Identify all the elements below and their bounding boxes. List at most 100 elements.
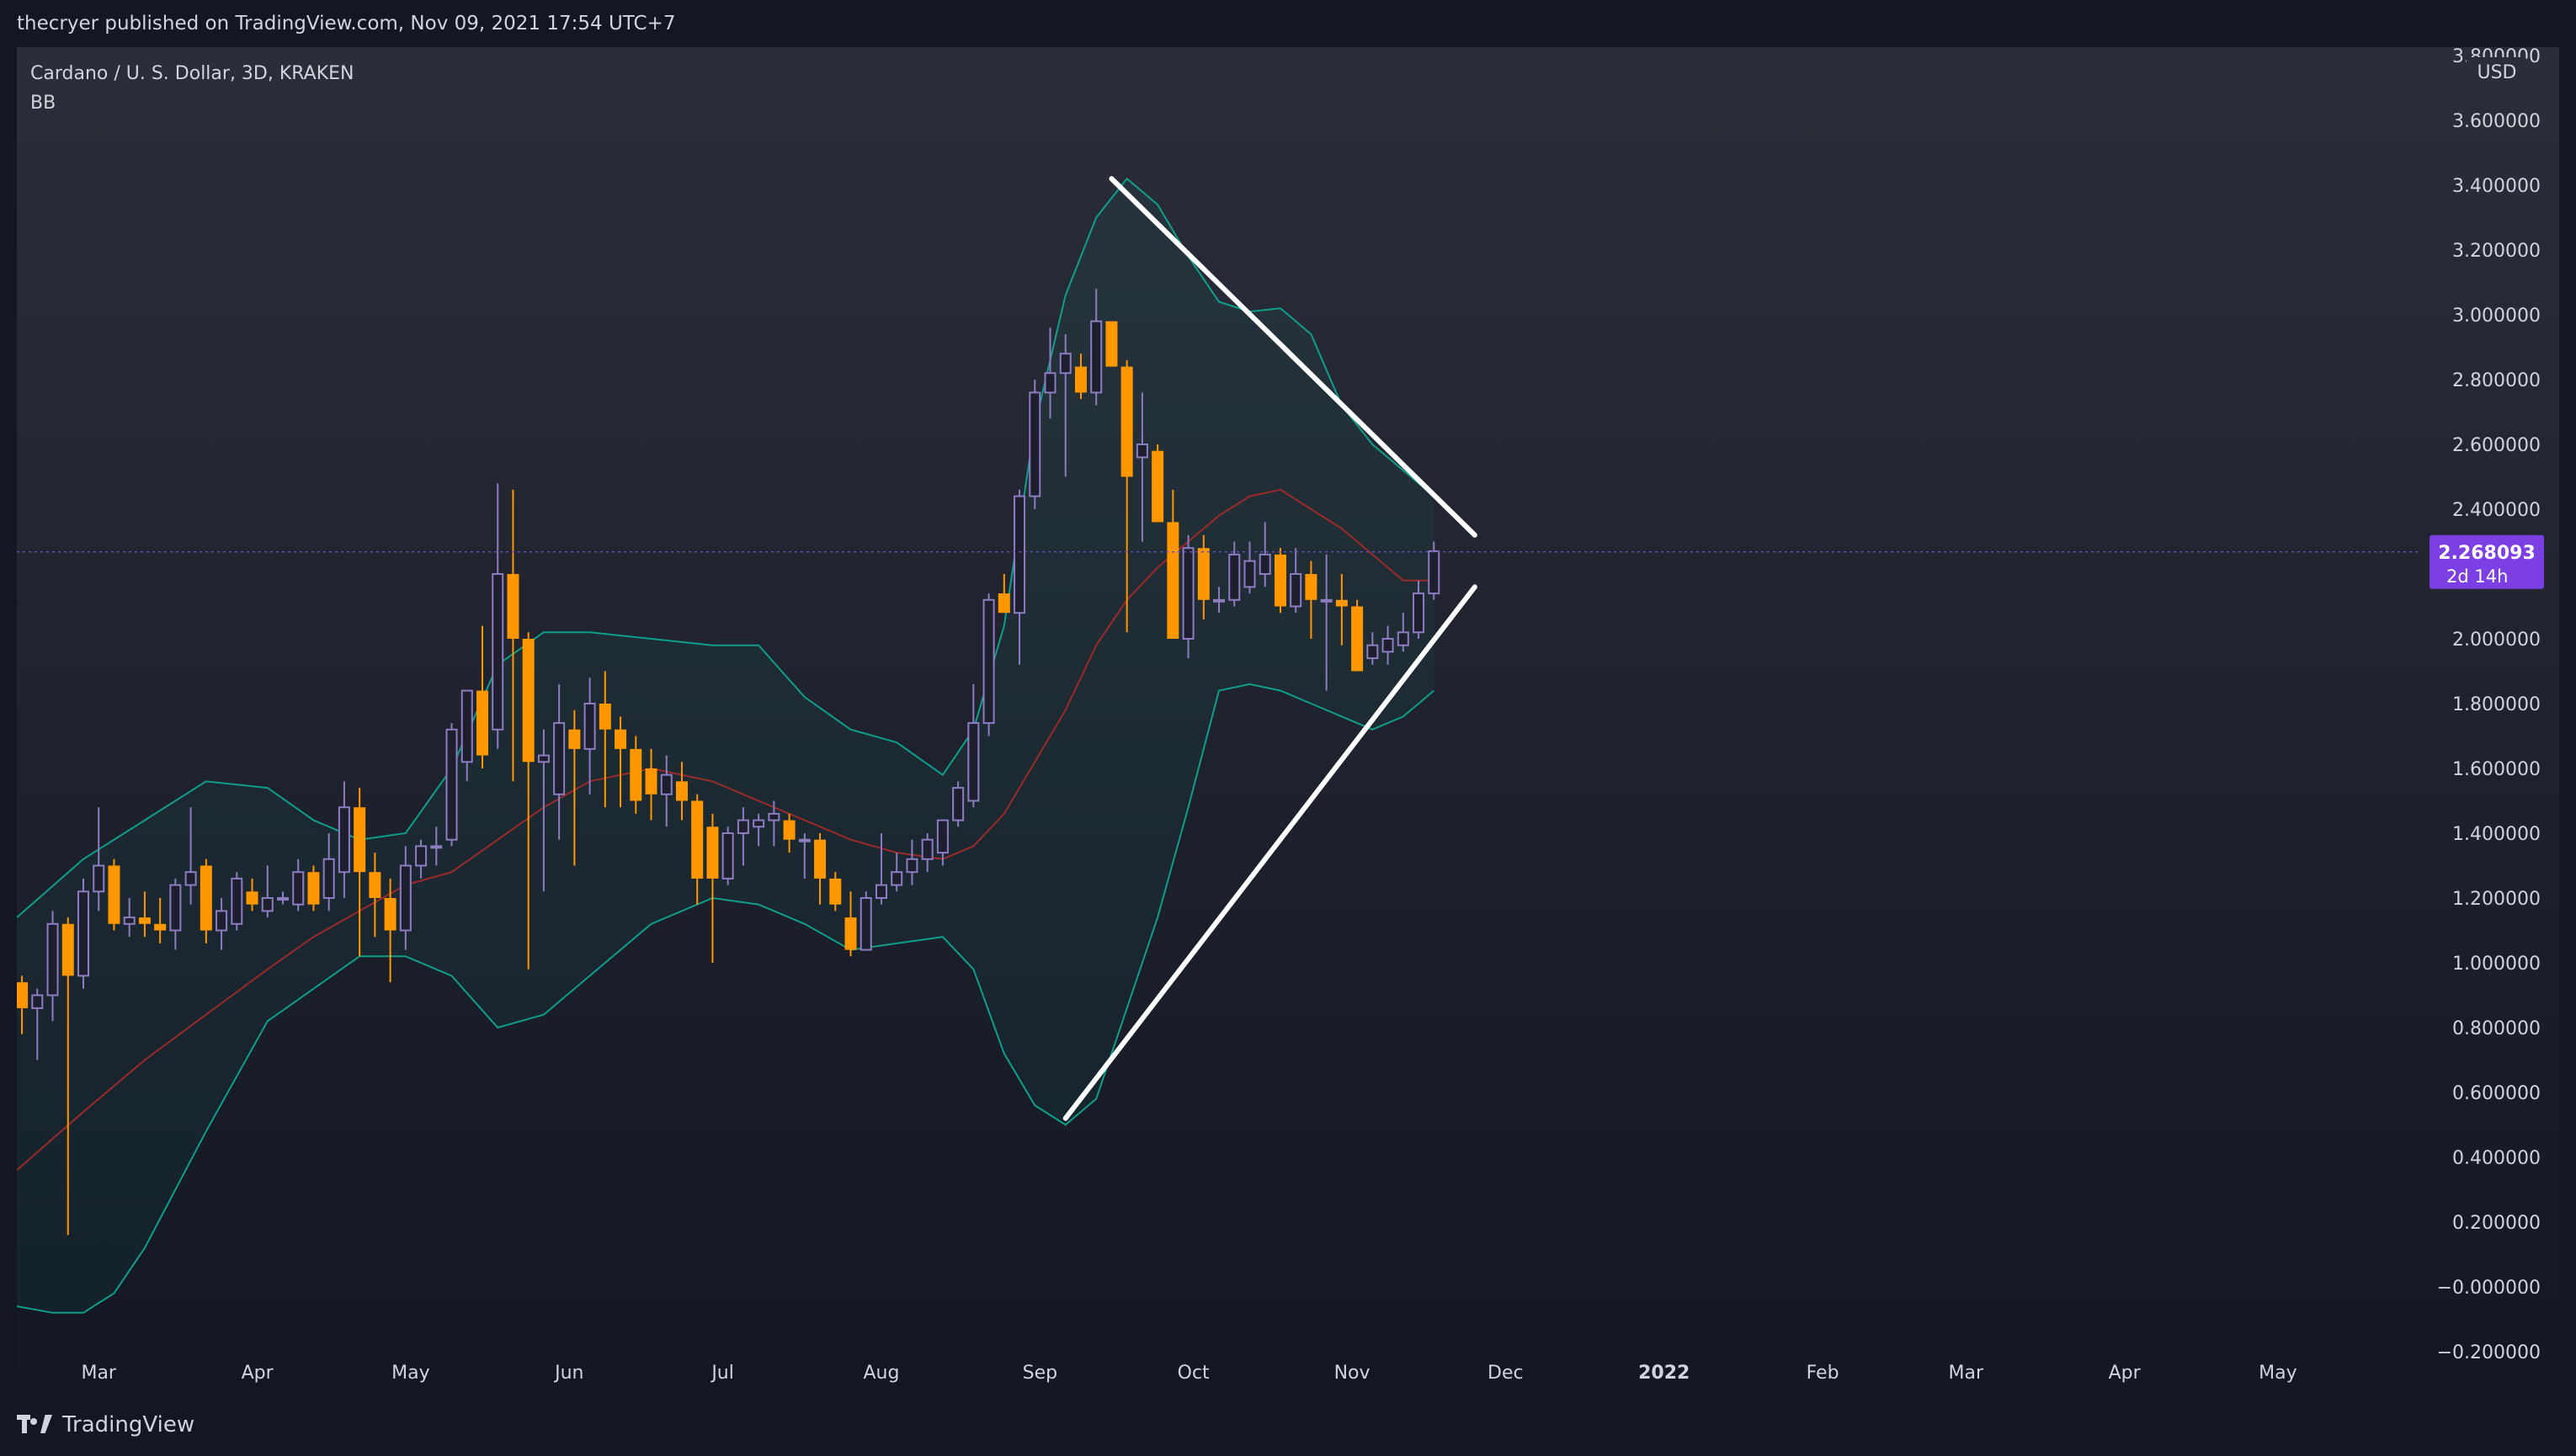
candle bbox=[138, 891, 151, 938]
candle-body-down bbox=[16, 982, 29, 1008]
candle bbox=[231, 872, 243, 931]
candle bbox=[338, 781, 350, 898]
time-tick-label: May bbox=[2259, 1363, 2297, 1384]
price-tick-label: 1.000000 bbox=[2452, 954, 2541, 975]
trendlines[interactable] bbox=[1062, 176, 1477, 1121]
candle-body-down bbox=[599, 704, 611, 730]
candle bbox=[184, 807, 197, 905]
candle-body-up bbox=[1243, 560, 1256, 588]
candle-body-up bbox=[982, 598, 995, 725]
price-tick-label: 0.200000 bbox=[2452, 1213, 2541, 1234]
candle bbox=[1290, 548, 1302, 614]
candle-body-down bbox=[1335, 599, 1348, 607]
lower-trendline[interactable] bbox=[1062, 584, 1477, 1121]
candle bbox=[154, 898, 167, 943]
candle-body-up bbox=[1136, 444, 1148, 459]
price-tick-label: 0.400000 bbox=[2452, 1148, 2541, 1169]
candle bbox=[1274, 548, 1286, 614]
candle-body-down bbox=[61, 923, 74, 976]
candle-body-down bbox=[706, 826, 719, 879]
candle-body-down bbox=[1152, 450, 1164, 523]
candle-body-up bbox=[460, 689, 473, 763]
candle bbox=[553, 683, 566, 840]
candle-body-down bbox=[384, 898, 397, 931]
price-chart[interactable]: 3.8000003.6000003.4000003.2000003.000000… bbox=[16, 46, 2559, 1394]
candle-body-down bbox=[369, 872, 381, 898]
candle-body-down bbox=[630, 748, 642, 801]
candle-body-up bbox=[1059, 353, 1072, 375]
time-axis[interactable]: Mar Apr May Jun Jul Aug Sep Oct Nov Dec 2022 Feb Mar… bbox=[81, 1363, 2297, 1384]
candle bbox=[476, 625, 488, 768]
tradingview-logo-icon bbox=[17, 1415, 54, 1435]
candle-body-down bbox=[1274, 554, 1286, 607]
candle-body-up bbox=[1259, 553, 1271, 576]
candle-body-down bbox=[568, 729, 581, 749]
candle bbox=[753, 813, 765, 847]
time-tick-label: 2022 bbox=[1638, 1363, 1690, 1384]
upper-trendline[interactable] bbox=[1109, 176, 1477, 538]
candle bbox=[783, 813, 796, 853]
last-price-badge: 2.268093 2d 14h bbox=[2430, 534, 2544, 589]
time-tick-label: Apr bbox=[242, 1363, 274, 1384]
candle bbox=[1197, 534, 1210, 619]
candle bbox=[16, 975, 29, 1034]
candle-body-down bbox=[844, 917, 857, 950]
candle-body-up bbox=[768, 812, 780, 821]
candle-body-down bbox=[1351, 606, 1364, 672]
candle bbox=[399, 846, 412, 950]
candle bbox=[384, 878, 397, 983]
price-tick-label: 2.400000 bbox=[2452, 500, 2541, 521]
candle-body-up bbox=[553, 722, 566, 795]
candle-body-down bbox=[1197, 548, 1210, 600]
candle-body-down bbox=[200, 865, 212, 931]
price-tick-label: 3.600000 bbox=[2452, 111, 2541, 132]
candle-body-up bbox=[123, 917, 136, 925]
time-tick-label: Feb bbox=[1807, 1363, 1839, 1384]
time-tick-label: May bbox=[391, 1363, 429, 1384]
candle bbox=[292, 858, 305, 911]
candle-body-up bbox=[292, 871, 305, 906]
candle-body-up bbox=[322, 858, 335, 899]
price-tick-label: 2.600000 bbox=[2452, 435, 2541, 456]
candle-body-down bbox=[691, 800, 704, 879]
candle bbox=[829, 872, 842, 911]
candle bbox=[936, 819, 949, 866]
candle-body-up bbox=[1014, 495, 1026, 614]
last-price-value: 2.268093 bbox=[2438, 543, 2536, 564]
tradingview-logo[interactable]: TradingView bbox=[17, 1411, 194, 1439]
candle bbox=[1059, 334, 1072, 477]
candle-body-down bbox=[615, 729, 627, 749]
time-tick-label: Aug bbox=[863, 1363, 899, 1384]
candle bbox=[369, 853, 381, 938]
candle-body-down bbox=[814, 839, 827, 879]
candle-body-up bbox=[216, 910, 228, 932]
time-tick-label: Nov bbox=[1334, 1363, 1370, 1384]
candle bbox=[123, 898, 136, 938]
candle bbox=[31, 988, 44, 1060]
candle-body-up bbox=[1413, 592, 1425, 634]
price-tick-label: 2.800000 bbox=[2452, 370, 2541, 391]
candle-body-up bbox=[721, 832, 734, 879]
candle bbox=[1413, 580, 1425, 639]
candle-body-up bbox=[875, 884, 887, 899]
price-tick-label: 1.400000 bbox=[2452, 824, 2541, 845]
candle bbox=[307, 865, 320, 911]
candle bbox=[492, 483, 504, 749]
chart-frame[interactable]: 3.8000003.6000003.4000003.2000003.000000… bbox=[16, 46, 2559, 1394]
candle bbox=[982, 593, 995, 736]
price-axis[interactable]: 3.8000003.6000003.4000003.2000003.000000… bbox=[2437, 46, 2541, 1363]
candle-body-down bbox=[1105, 321, 1118, 367]
candle bbox=[1074, 353, 1087, 400]
candle bbox=[798, 833, 811, 879]
candle bbox=[1259, 522, 1271, 587]
candle bbox=[46, 911, 59, 1022]
bb-fill bbox=[17, 178, 1434, 1313]
publish-info: thecryer published on TradingView.com, N… bbox=[17, 13, 676, 35]
currency-badge[interactable]: USD bbox=[2467, 57, 2527, 86]
time-tick-label: Sep bbox=[1023, 1363, 1057, 1384]
candle-body-up bbox=[184, 871, 197, 886]
candle-body-down bbox=[108, 865, 120, 924]
candle-body-up bbox=[921, 838, 934, 860]
candle-body-down bbox=[1305, 574, 1317, 600]
candle bbox=[216, 898, 228, 950]
